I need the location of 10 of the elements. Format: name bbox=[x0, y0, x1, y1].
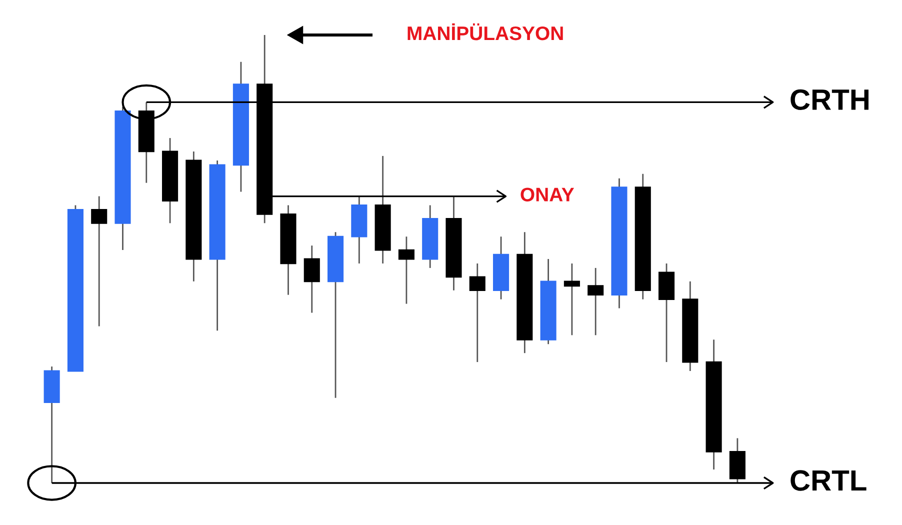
candlestick bbox=[469, 262, 486, 363]
candlestick bbox=[564, 262, 580, 336]
candlestick bbox=[398, 236, 414, 304]
candlestick bbox=[91, 196, 108, 327]
candlestick bbox=[588, 267, 604, 336]
annotation: MANİPÜLASYON bbox=[408, 23, 563, 40]
annotation: ONAY bbox=[520, 188, 574, 202]
ref-line-label: CRTL bbox=[790, 470, 866, 491]
candlestick bbox=[304, 244, 320, 314]
ref-line-label: CRTH bbox=[790, 89, 868, 110]
